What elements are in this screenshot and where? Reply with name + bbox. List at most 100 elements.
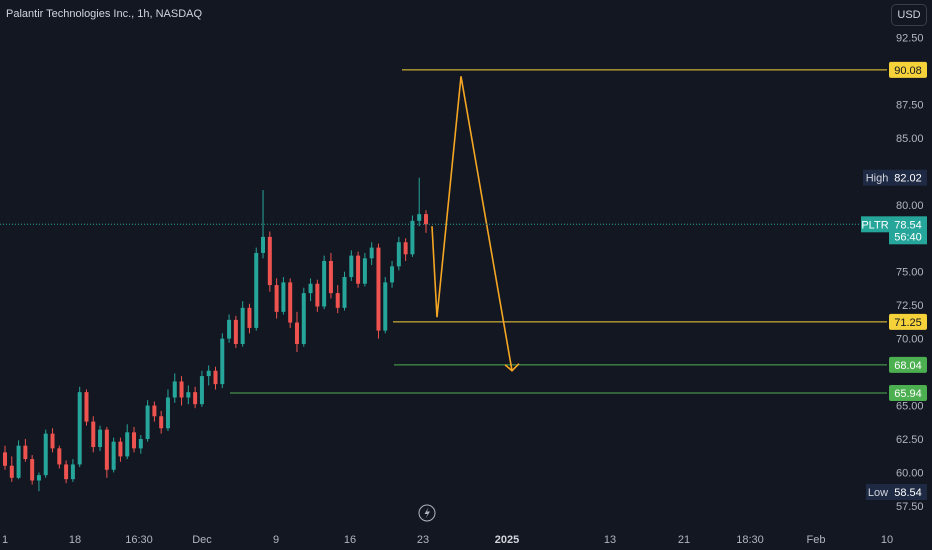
price-tick-label: 65.00: [896, 401, 924, 413]
candle-body: [98, 429, 103, 448]
bar-countdown: 56:40: [894, 231, 922, 243]
price-tick-label: 57.50: [896, 501, 924, 513]
candle-body: [50, 433, 55, 449]
price-tick-label: 72.50: [896, 300, 924, 312]
low-label-box: [866, 484, 891, 501]
lightning-icon[interactable]: [418, 504, 436, 522]
price-tick-label: 70.00: [896, 334, 924, 346]
price-tick-label: 87.50: [896, 99, 924, 111]
candle-body: [84, 392, 89, 422]
candle-body: [362, 258, 367, 284]
candle-body: [16, 445, 21, 478]
candle-body: [322, 260, 327, 307]
time-tick-label: 21: [678, 534, 690, 546]
candle-body: [335, 293, 340, 308]
candle-body: [342, 277, 347, 308]
chart-title: Palantir Technologies Inc., 1h, NASDAQ: [6, 8, 203, 20]
candle-body: [294, 322, 299, 344]
candle-body: [267, 236, 272, 286]
candle-body: [206, 370, 211, 377]
candle-body: [57, 448, 62, 465]
candle-body: [410, 220, 415, 255]
high-label: High: [866, 173, 889, 185]
candle-body: [193, 392, 198, 405]
high-value-box: [889, 169, 927, 186]
low-value: 58.54: [894, 487, 922, 499]
candle-body: [376, 247, 381, 331]
level-price-tag: [889, 313, 927, 330]
time-tick-label: 23: [417, 534, 429, 546]
price-tick-label: 75.00: [896, 267, 924, 279]
level-price-tag: [889, 384, 927, 401]
time-tick-label: 9: [273, 534, 279, 546]
time-tick-label: 18: [69, 534, 81, 546]
candle-body: [315, 283, 320, 307]
time-tick-label: 1: [2, 534, 8, 546]
candle-body: [159, 416, 164, 429]
level-price-tag: [889, 61, 927, 78]
candle-body: [111, 441, 116, 470]
candles-layer: [3, 177, 428, 492]
price-tags: 90.08 71.25 68.04 65.94 High 82.02 PLTR 78.5456…: [861, 61, 927, 501]
projection-path: [431, 76, 513, 371]
projection-arrowhead: [504, 363, 520, 372]
candle-body: [213, 370, 218, 385]
candle-body: [261, 236, 266, 253]
candle-body: [36, 475, 41, 481]
symbol-label: PLTR: [861, 219, 888, 231]
candle-body: [349, 255, 354, 278]
candle-body: [165, 397, 170, 429]
candle-body: [240, 307, 245, 344]
time-tick-label: 18:30: [736, 534, 764, 546]
candle-body: [172, 381, 177, 398]
candle-body: [3, 452, 7, 466]
candle-body: [199, 376, 204, 405]
level-price-tag-text: 65.94: [894, 388, 922, 400]
candle-body: [383, 282, 388, 331]
candle-body: [390, 266, 395, 283]
candle-body: [396, 242, 401, 267]
candle-body: [104, 429, 109, 470]
candle-body: [356, 255, 361, 284]
currency-button[interactable]: USD: [891, 4, 927, 26]
high-value: 82.02: [894, 173, 922, 185]
price-tick-label: 92.50: [896, 32, 924, 44]
high-label-box: [863, 169, 891, 186]
candle-body: [9, 465, 14, 478]
time-tick-label: Dec: [192, 534, 212, 546]
candle-body: [403, 242, 408, 255]
candle-body: [23, 445, 28, 460]
candle-body: [308, 283, 313, 294]
time-axis: 1 18 16:30 Dec 9 16 23 2025 13 21 18:30 Feb 10: [2, 534, 893, 546]
candle-body: [91, 421, 96, 448]
candle-body: [220, 338, 225, 385]
candle-body: [179, 381, 184, 398]
level-price-tag-text: 90.08: [894, 65, 922, 77]
candle-body: [70, 464, 75, 480]
candle-body: [64, 464, 69, 480]
price-tick-label: 60.00: [896, 467, 924, 479]
candle-body: [424, 214, 428, 225]
level-price-tag-text: 68.04: [894, 360, 922, 372]
candle-body: [125, 432, 130, 457]
level-price-tag-text: 71.25: [894, 317, 922, 329]
time-tick-label: 2025: [495, 534, 519, 546]
candle-body: [281, 282, 286, 312]
candle-body: [247, 307, 252, 328]
candle-body: [227, 319, 232, 339]
time-tick-label: 16: [344, 534, 356, 546]
price-tick-label: 62.50: [896, 434, 924, 446]
candle-body: [369, 247, 374, 259]
current-price-box: [889, 216, 927, 245]
time-tick-label: 16:30: [125, 534, 153, 546]
low-value-box: [889, 484, 927, 501]
time-tick-label: 10: [881, 534, 893, 546]
price-tick-label: 85.00: [896, 133, 924, 145]
current-price-value: 78.54: [894, 219, 922, 231]
candle-body: [138, 439, 143, 449]
candle-body: [43, 433, 48, 476]
price-tick-label: 80.00: [896, 200, 924, 212]
candle-body: [301, 293, 306, 344]
candle-body: [118, 441, 123, 457]
